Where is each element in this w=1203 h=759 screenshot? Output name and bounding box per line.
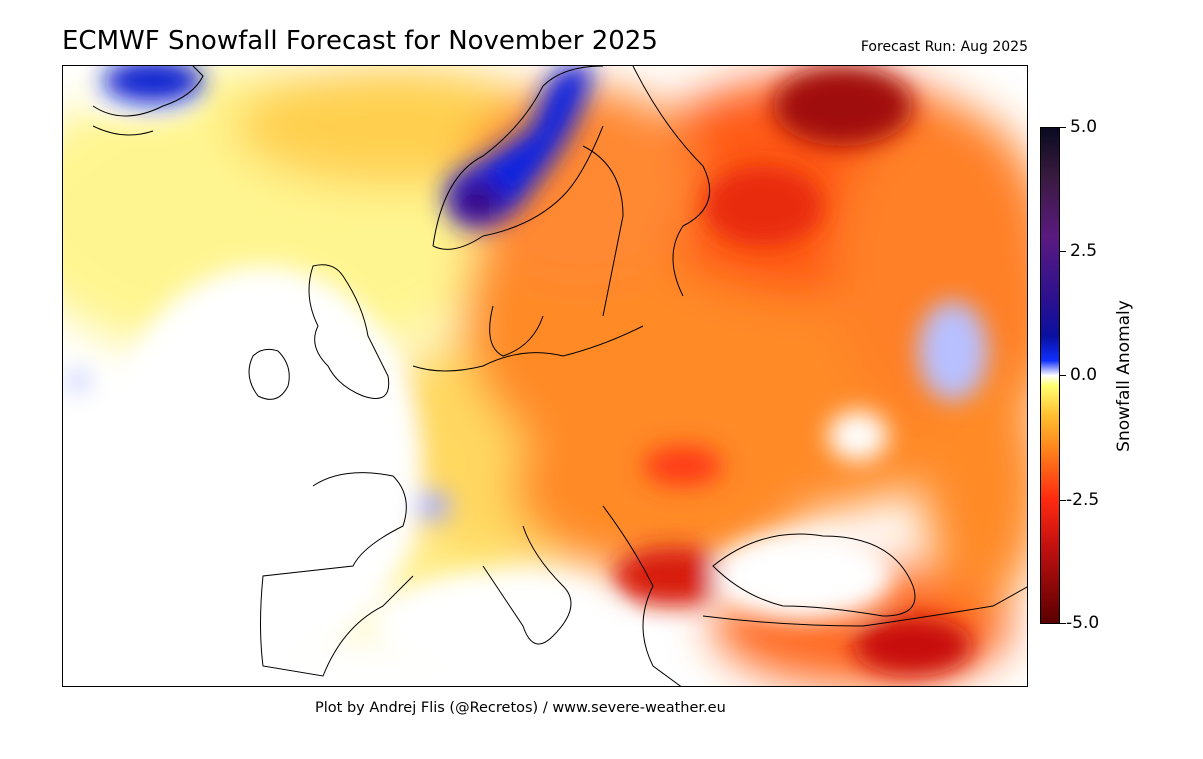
credit-text: Plot by Andrej Flis (@Recretos) / www.se… <box>315 700 726 716</box>
coastlines <box>92 66 1027 686</box>
anomaly-detail <box>66 66 988 681</box>
positive-anomaly-blobs <box>103 66 593 228</box>
snowfall-anomaly-map <box>62 65 1028 687</box>
colorbar-tick-label: 5.0 <box>1070 117 1098 137</box>
map-canvas <box>63 66 1027 686</box>
colorbar <box>1040 127 1060 624</box>
colorbar-tick <box>1060 251 1066 252</box>
forecast-run-label: Forecast Run: Aug 2025 <box>860 39 1028 55</box>
colorbar-tick <box>1060 127 1066 128</box>
colorbar-tick-label: -2.5 <box>1066 490 1100 510</box>
colorbar-tick-label: 2.5 <box>1070 241 1098 261</box>
colorbar-tick-label: 0.0 <box>1070 365 1098 385</box>
colorbar-tick-label: -5.0 <box>1066 613 1100 633</box>
colorbar-tick <box>1060 623 1066 624</box>
map-title: ECMWF Snowfall Forecast for November 202… <box>62 26 658 56</box>
colorbar-tick <box>1060 375 1066 376</box>
colorbar-tick <box>1060 500 1066 501</box>
colorbar-label: Snowfall Anomaly <box>1114 300 1134 452</box>
